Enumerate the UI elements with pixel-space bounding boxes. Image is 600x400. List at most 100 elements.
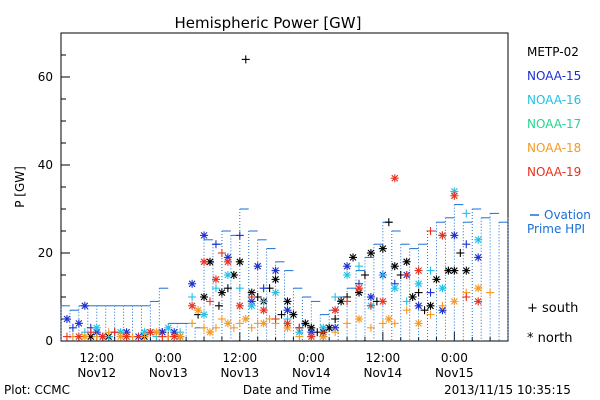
x-tick-label: 0:00 [155,351,182,365]
data-point [188,293,197,301]
data-point [301,319,310,328]
x-tick-date-label: Nov14 [292,366,331,380]
data-point [408,293,417,301]
x-tick-date-label: Nov13 [149,366,188,380]
y-tick-label: 0 [45,334,53,348]
data-point [378,271,387,279]
data-point [486,288,495,297]
data-point [229,323,238,332]
data-point [223,284,232,293]
data-point [462,240,471,249]
data-point [247,301,256,310]
data-point [307,332,316,341]
data-point [402,306,411,315]
data-point [426,310,435,319]
data-point [283,297,292,306]
data-point [271,275,280,284]
data-point [474,235,483,244]
data-point [319,323,328,332]
data-point [295,332,304,341]
chart-title: Hemispheric Power [GW] [175,14,362,32]
data-point [158,328,167,337]
data-point [402,271,411,279]
data-point [188,301,197,310]
legend-item: METP-02 [527,45,579,59]
data-point [247,323,256,332]
data-point [235,231,244,240]
data-point [206,297,214,306]
data-point [450,266,459,275]
x-tick-label: 12:00 [79,351,114,365]
data-point [337,297,346,306]
data-point [414,279,423,288]
data-point [259,297,268,306]
data-point [366,301,375,310]
y-axis: 0 20 40 60 [38,32,70,348]
data-point [450,297,459,306]
data-point [68,323,77,332]
data-point [271,266,280,275]
data-point [259,284,268,293]
x-tick-date-label: Nov15 [435,366,474,380]
x-tick-label: 0:00 [441,351,468,365]
data-point [450,231,459,240]
data-point [200,257,209,266]
data-point [223,257,232,266]
data-point [188,319,197,328]
data-point [366,293,375,301]
data-point [366,323,375,332]
data-point [247,288,256,297]
data-point [390,319,399,328]
data-point [206,257,214,266]
data-point [355,284,363,293]
data-point [319,328,328,337]
data-point [402,257,411,266]
data-point [438,284,447,293]
x-axis: 12:00Nov120:00Nov1312:00Nov130:00Nov1412… [60,332,509,380]
data-point [426,301,435,310]
data-point [271,315,280,323]
data-point [366,249,375,257]
legend-item: NOAA-17 [527,117,581,131]
data-point [194,306,203,315]
data-point [98,332,107,341]
data-point [378,319,387,328]
y-tick-label: 40 [38,158,53,172]
data-point [384,218,393,227]
legend-item: NOAA-16 [527,93,581,107]
data-point [343,319,352,328]
plot-credit: Plot: CCMC [4,383,70,397]
data-point [164,323,173,332]
marker-key-item: + south [527,301,578,316]
data-point [74,332,83,341]
legend-item: NOAA-18 [527,141,581,155]
data-point [331,293,340,301]
data-point [432,275,441,284]
data-point [343,271,352,279]
data-point [74,319,83,328]
data-point [331,328,340,337]
data-point [217,249,226,257]
x-tick-label: 12:00 [366,351,401,365]
data-point [289,310,298,319]
data-point [426,227,435,235]
data-point [355,315,363,323]
data-point [438,231,447,240]
data-point [217,288,226,297]
ovation-label-2: Prime HPI [527,222,585,236]
data-point [378,244,387,253]
y-tick-label: 60 [38,70,53,84]
data-point [247,293,256,301]
data-point [211,284,220,293]
legend-item: NOAA-15 [527,69,581,83]
data-point [206,328,214,337]
data-point [277,310,286,319]
data-point [235,257,244,266]
data-point [80,301,89,310]
data-point [426,288,435,297]
data-point [283,319,292,328]
data-point [271,288,280,297]
data-point [414,266,423,275]
data-point [170,332,179,341]
legend-item: NOAA-19 [527,165,581,179]
